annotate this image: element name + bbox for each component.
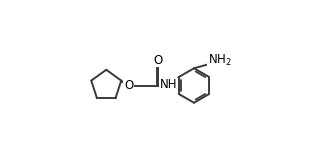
Text: O: O: [154, 54, 163, 66]
Text: O: O: [124, 79, 133, 92]
Text: NH$_2$: NH$_2$: [208, 52, 232, 68]
Text: NH: NH: [160, 78, 177, 91]
